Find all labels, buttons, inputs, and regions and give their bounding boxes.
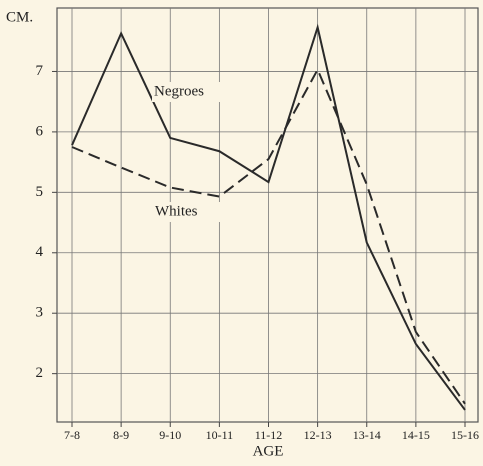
y-tick-label: 7 [36, 63, 44, 79]
series-label: Whites [155, 203, 198, 219]
x-tick-label: 12-13 [304, 428, 332, 442]
y-tick-label: 3 [36, 305, 44, 321]
x-tick-label: 11-12 [255, 428, 283, 442]
x-tick-label: 7-8 [64, 428, 80, 442]
y-tick-label: 4 [36, 244, 44, 260]
label-bg [152, 82, 224, 102]
label-bg [153, 202, 225, 222]
x-tick-label: 15-16 [451, 428, 479, 442]
x-tick-label: 13-14 [353, 428, 381, 442]
x-tick-label: 9-10 [159, 428, 181, 442]
line-series [71, 23, 466, 411]
series-label: Negroes [154, 83, 204, 99]
line-series [71, 67, 466, 405]
plot-frame [56, 7, 479, 423]
y-tick-label: 2 [36, 365, 44, 381]
x-axis-label: AGE [253, 443, 284, 459]
y-tick-label: 5 [36, 184, 44, 200]
y-tick-label: 6 [36, 123, 44, 139]
x-tick-label: 14-15 [402, 428, 430, 442]
x-tick-label: 8-9 [113, 428, 129, 442]
x-tick-label: 10-11 [206, 428, 234, 442]
y-axis-label: CM. [6, 9, 33, 25]
